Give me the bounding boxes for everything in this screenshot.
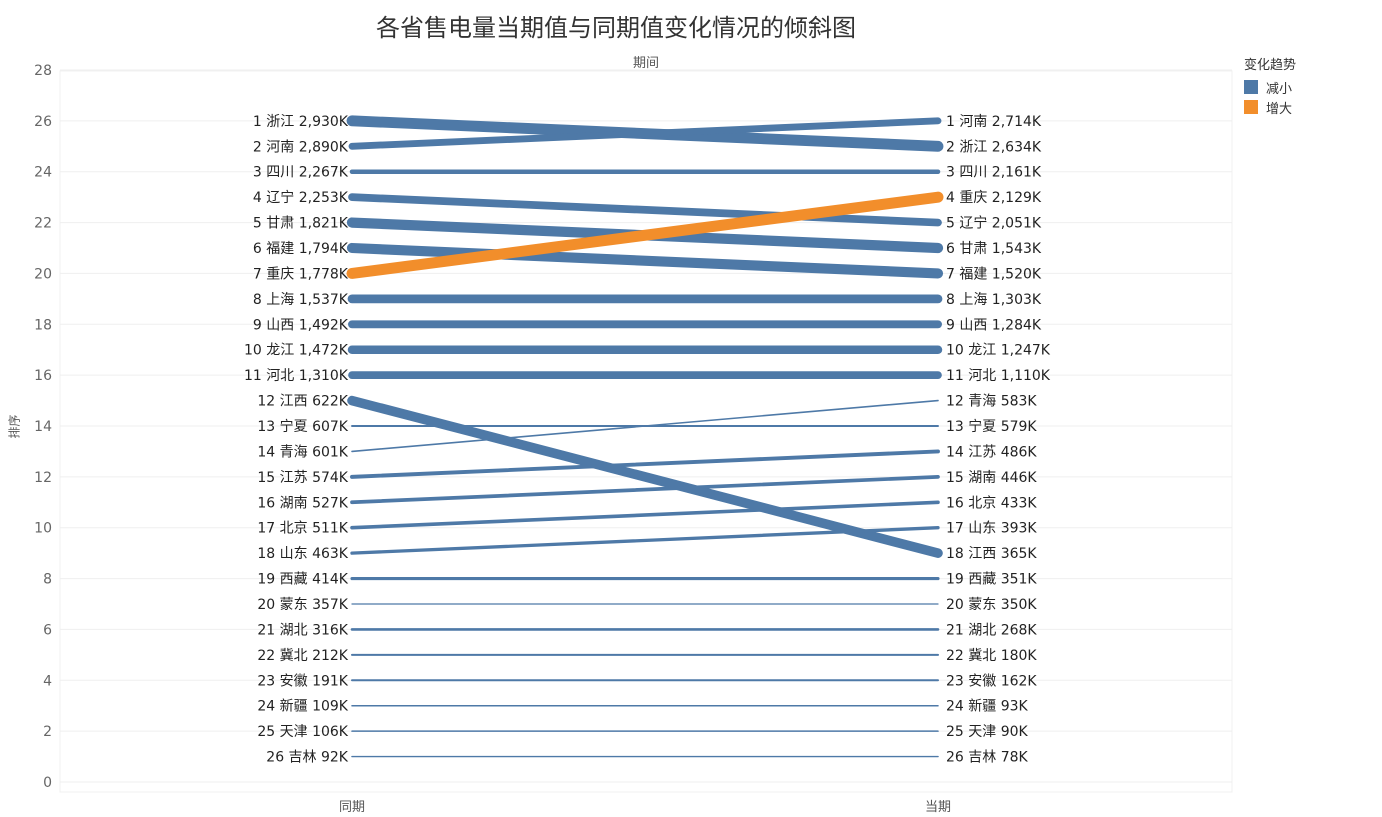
left-rank-label: 5 甘肃 1,821K <box>253 216 349 232</box>
right-rank-label: 21 湖北 268K <box>946 622 1037 638</box>
right-rank-label: 7 福建 1,520K <box>946 266 1042 282</box>
series-line-山东 <box>350 526 940 555</box>
right-rank-label: 1 河南 2,714K <box>946 114 1042 130</box>
left-rank-label: 12 江西 622K <box>257 394 348 410</box>
y-tick-label: 26 <box>34 114 52 130</box>
left-rank-label: 18 山东 463K <box>257 546 348 562</box>
right-rank-label: 11 河北 1,110K <box>946 368 1051 384</box>
right-rank-label: 24 新疆 93K <box>946 699 1029 715</box>
right-rank-label: 12 青海 583K <box>946 394 1037 410</box>
series-line-青海 <box>351 399 939 453</box>
series-lines <box>346 115 944 758</box>
left-rank-label: 10 龙江 1,472K <box>244 343 349 359</box>
right-rank-label: 23 安徽 162K <box>946 673 1037 689</box>
left-rank-label: 13 宁夏 607K <box>257 418 348 435</box>
left-rank-label: 3 四川 2,267K <box>253 165 349 181</box>
y-tick-label: 20 <box>34 266 52 282</box>
left-rank-label: 16 湖南 527K <box>257 495 348 511</box>
right-rank-label: 26 吉林 78K <box>946 750 1029 766</box>
y-tick-label: 28 <box>34 63 52 79</box>
legend-swatch-increase <box>1244 100 1258 114</box>
legend-label-decrease: 减小 <box>1266 81 1293 97</box>
series-line-重庆 <box>346 191 944 279</box>
right-rank-label: 3 四川 2,161K <box>946 165 1042 181</box>
y-tick-label: 10 <box>34 521 52 537</box>
left-rank-label: 9 山西 1,492K <box>253 317 349 333</box>
right-rank-label: 19 西藏 351K <box>946 572 1037 588</box>
right-rank-label: 25 天津 90K <box>946 724 1029 740</box>
right-rank-label: 4 重庆 2,129K <box>946 190 1042 206</box>
right-rank-label: 9 山西 1,284K <box>946 317 1042 333</box>
y-tick-label: 2 <box>43 724 52 740</box>
y-tick-label: 6 <box>43 622 52 638</box>
right-rank-label: 10 龙江 1,247K <box>946 343 1051 359</box>
right-rank-label: 14 江苏 486K <box>946 444 1037 460</box>
legend-item-decrease[interactable]: 减小 <box>1244 77 1296 97</box>
right-rank-label: 5 辽宁 2,051K <box>946 215 1042 232</box>
right-rank-label: 17 山东 393K <box>946 521 1037 537</box>
right-rank-label: 20 蒙东 350K <box>946 597 1037 613</box>
y-tick-label: 4 <box>43 673 52 689</box>
y-tick-label: 12 <box>34 470 52 486</box>
left-rank-label: 17 北京 511K <box>257 521 348 537</box>
y-tick-label: 24 <box>34 165 52 181</box>
left-rank-label: 15 江苏 574K <box>257 470 348 486</box>
y-tick-label: 8 <box>43 572 52 588</box>
series-line-江苏 <box>350 449 940 479</box>
left-rank-label: 22 冀北 212K <box>257 648 348 664</box>
right-rank-label: 22 冀北 180K <box>946 648 1037 664</box>
right-rank-label: 8 上海 1,303K <box>946 292 1042 308</box>
series-line-辽宁 <box>348 193 942 227</box>
legend: 变化趋势 减小 增大 <box>1244 54 1296 117</box>
y-tick-label: 14 <box>34 419 52 435</box>
left-rank-label: 2 河南 2,890K <box>253 139 349 155</box>
legend-title: 变化趋势 <box>1244 58 1297 73</box>
left-rank-label: 20 蒙东 357K <box>257 597 348 613</box>
plot-area <box>59 70 1233 793</box>
series-line-北京 <box>350 500 940 530</box>
left-rank-label: 11 河北 1,310K <box>244 368 349 384</box>
right-rank-label: 16 北京 433K <box>946 495 1037 511</box>
legend-swatch-decrease <box>1244 80 1258 94</box>
x-tick-label: 同期 <box>339 800 365 815</box>
series-line-河南 <box>348 117 942 150</box>
left-rank-label: 6 福建 1,794K <box>253 241 349 257</box>
left-rank-label: 14 青海 601K <box>257 444 348 460</box>
series-line-福建 <box>346 242 944 279</box>
left-rank-label: 4 辽宁 2,253K <box>253 189 349 206</box>
legend-item-increase[interactable]: 增大 <box>1244 97 1296 117</box>
y-tick-label: 22 <box>34 216 52 232</box>
left-rank-label: 24 新疆 109K <box>257 699 348 715</box>
left-rank-label: 25 天津 106K <box>257 724 348 740</box>
left-rank-label: 26 吉林 92K <box>266 750 349 766</box>
left-rank-label: 7 重庆 1,778K <box>253 266 349 282</box>
left-rank-label: 8 上海 1,537K <box>253 292 349 308</box>
column-header: 期间 <box>632 56 659 71</box>
right-rank-label: 15 湖南 446K <box>946 470 1037 486</box>
right-rank-label: 13 宁夏 579K <box>946 418 1037 435</box>
right-rank-label: 18 江西 365K <box>946 546 1037 562</box>
right-rank-label: 6 甘肃 1,543K <box>946 241 1042 257</box>
y-tick-label: 16 <box>34 368 52 384</box>
legend-label-increase: 增大 <box>1266 101 1293 117</box>
series-line-湖南 <box>350 475 940 505</box>
left-rank-label: 1 浙江 2,930K <box>253 114 349 130</box>
y-tick-label: 0 <box>43 775 52 791</box>
chart-title: 各省售电量当期值与同期值变化情况的倾斜图 <box>376 14 856 42</box>
left-rank-label: 23 安徽 191K <box>257 673 348 689</box>
right-rank-label: 2 浙江 2,634K <box>946 139 1042 155</box>
left-rank-label: 19 西藏 414K <box>257 572 348 588</box>
left-rank-label: 21 湖北 316K <box>257 622 348 638</box>
y-tick-label: 18 <box>34 317 52 333</box>
x-tick-label: 当期 <box>925 800 951 815</box>
